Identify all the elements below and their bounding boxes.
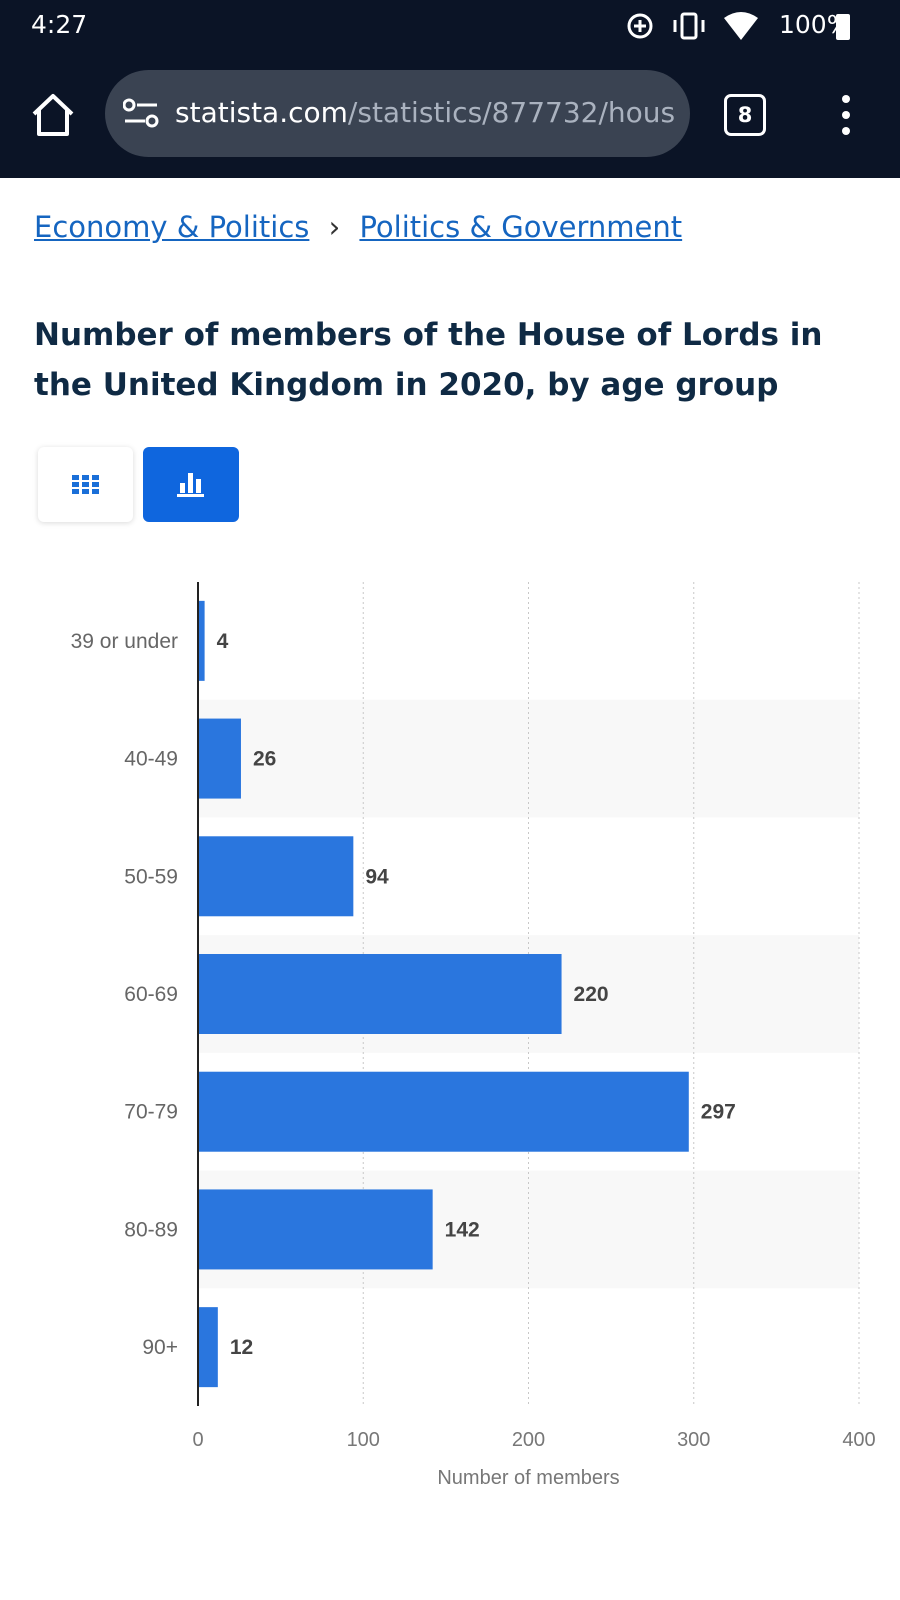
breadcrumb-separator: › — [328, 210, 341, 244]
bar — [198, 718, 241, 799]
bar — [198, 1189, 433, 1270]
chart-view-button[interactable] — [143, 447, 239, 522]
site-settings-icon[interactable] — [123, 98, 159, 130]
table-view-button[interactable] — [38, 447, 133, 522]
x-tick-label: 100 — [347, 1429, 380, 1451]
value-label: 142 — [445, 1218, 480, 1241]
value-label: 220 — [574, 983, 609, 1006]
tab-count[interactable]: 8 — [724, 94, 766, 136]
y-tick-label: 80-89 — [124, 1218, 178, 1241]
breadcrumbs: Economy & Politics › Politics & Governme… — [34, 210, 682, 244]
x-tick-label: 0 — [192, 1429, 203, 1451]
breadcrumb-link[interactable]: Politics & Government — [359, 210, 683, 244]
url-bar[interactable]: statista.com/statistics/877732/hous — [105, 70, 690, 157]
bar — [198, 600, 205, 681]
value-label: 12 — [230, 1336, 253, 1359]
x-axis-label: Number of members — [437, 1467, 619, 1489]
x-tick-label: 400 — [842, 1429, 875, 1451]
home-button[interactable] — [30, 92, 76, 138]
y-tick-label: 39 or under — [71, 630, 178, 653]
y-tick-label: 60-69 — [124, 983, 178, 1006]
bar — [198, 954, 562, 1034]
bar — [198, 1071, 689, 1152]
status-time: 4:27 — [31, 10, 88, 39]
value-label: 94 — [365, 865, 389, 888]
chart-icon — [177, 473, 204, 497]
menu-button[interactable] — [836, 94, 856, 136]
table-icon — [72, 475, 99, 494]
y-tick-label: 90+ — [142, 1336, 178, 1359]
x-tick-label: 200 — [512, 1429, 545, 1451]
battery-level: 100% — [779, 10, 851, 39]
bar — [198, 1307, 218, 1388]
y-tick-label: 70-79 — [124, 1101, 178, 1124]
y-tick-label: 50-59 — [124, 865, 178, 888]
breadcrumb-link[interactable]: Economy & Politics — [34, 210, 310, 244]
value-label: 26 — [253, 748, 276, 771]
browser-chrome: 4:27 100% statista.com/statistics/877732… — [0, 0, 900, 178]
bar — [198, 836, 354, 917]
url-path: /statistics/877732/hous — [347, 96, 675, 129]
url-text: statista.com/statistics/877732/hous — [175, 96, 675, 129]
chart-title: Number of members of the House of Lords … — [34, 317, 823, 403]
x-tick-label: 300 — [677, 1429, 710, 1451]
status-icons — [627, 12, 850, 40]
url-host: statista.com — [175, 96, 348, 129]
value-label: 4 — [217, 630, 229, 653]
y-tick-label: 40-49 — [124, 748, 178, 771]
value-label: 297 — [701, 1101, 736, 1124]
